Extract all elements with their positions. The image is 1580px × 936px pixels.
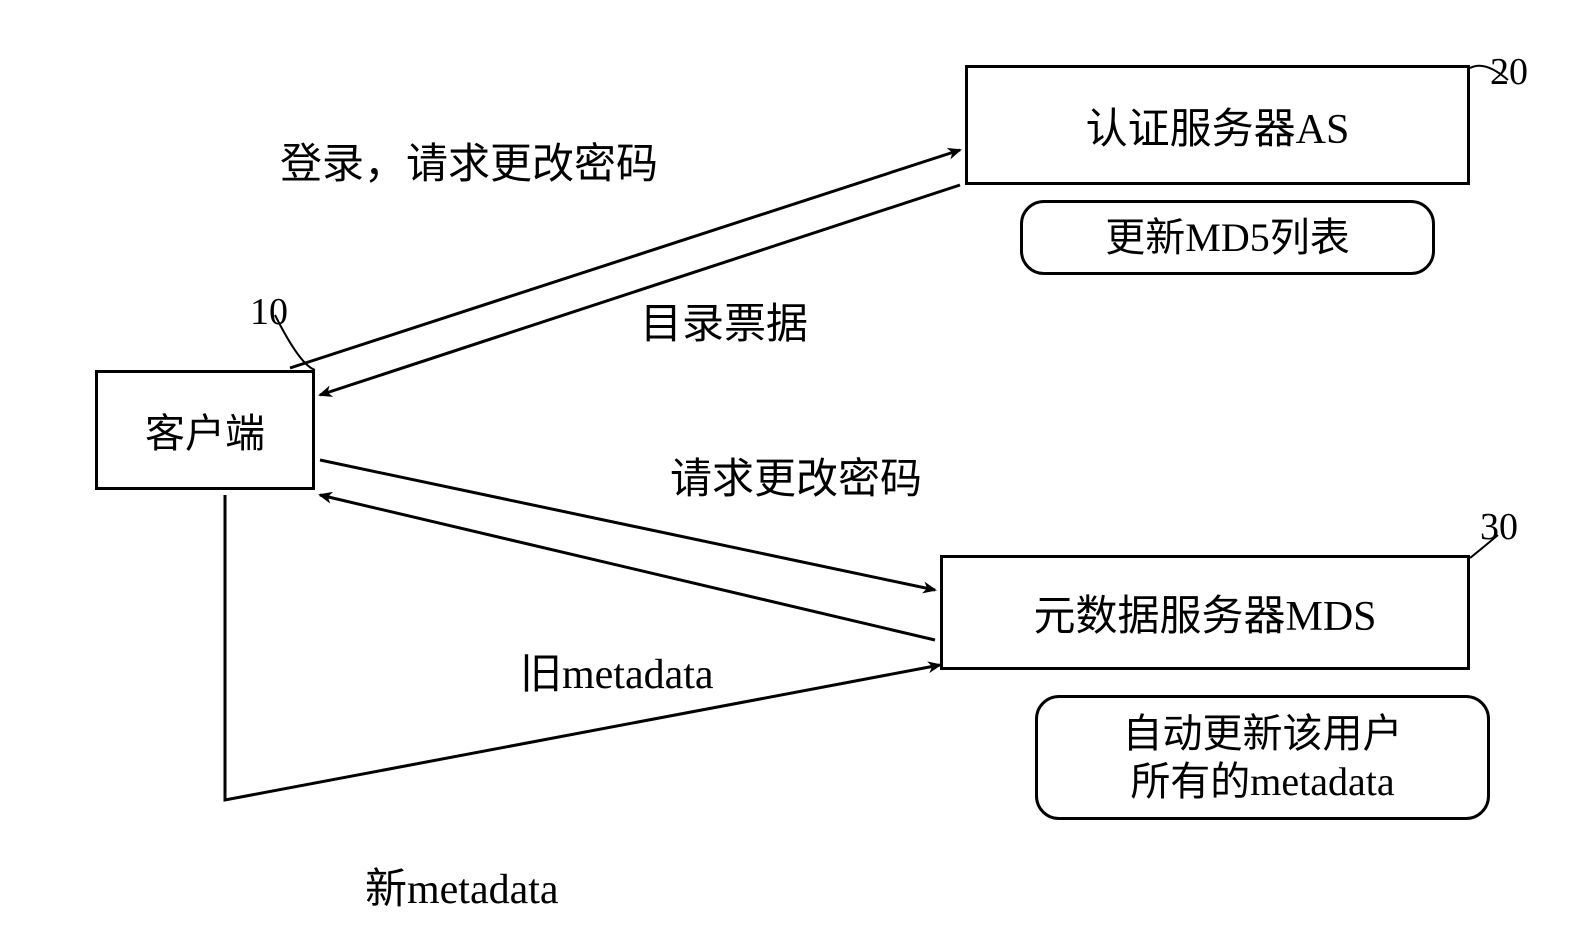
node-mds: 元数据服务器MDS [940, 555, 1470, 670]
bubble-auto-update-label: 自动更新该用户 所有的metadata [1123, 710, 1403, 806]
bubble-update-md5-label: 更新MD5列表 [1105, 214, 1349, 262]
label-old-meta: 旧metadata [520, 640, 714, 701]
bubble-auto-update-line1: 自动更新该用户 [1123, 711, 1403, 756]
ref-client: 10 [250, 290, 288, 334]
label-new-meta: 新metadata [365, 855, 559, 916]
ref-mds: 30 [1480, 505, 1518, 549]
node-as: 认证服务器AS [965, 65, 1470, 185]
node-client-label: 客户端 [145, 401, 265, 459]
arrow-mds-to-client [320, 495, 935, 640]
label-req-change: 请求更改密码 [670, 445, 922, 506]
bubble-auto-update: 自动更新该用户 所有的metadata [1035, 695, 1490, 820]
ref-as: 20 [1490, 50, 1528, 94]
label-login: 登录，请求更改密码 [280, 130, 658, 191]
label-dir-ticket: 目录票据 [640, 290, 808, 351]
node-mds-label: 元数据服务器MDS [1033, 582, 1376, 643]
bubble-auto-update-line2: 所有的metadata [1130, 759, 1394, 804]
node-as-label: 认证服务器AS [1086, 95, 1350, 156]
node-client: 客户端 [95, 370, 315, 490]
diagram-canvas: 客户端 10 认证服务器AS 20 元数据服务器MDS 30 更新MD5列表 自… [0, 0, 1580, 936]
bubble-update-md5: 更新MD5列表 [1020, 200, 1435, 275]
